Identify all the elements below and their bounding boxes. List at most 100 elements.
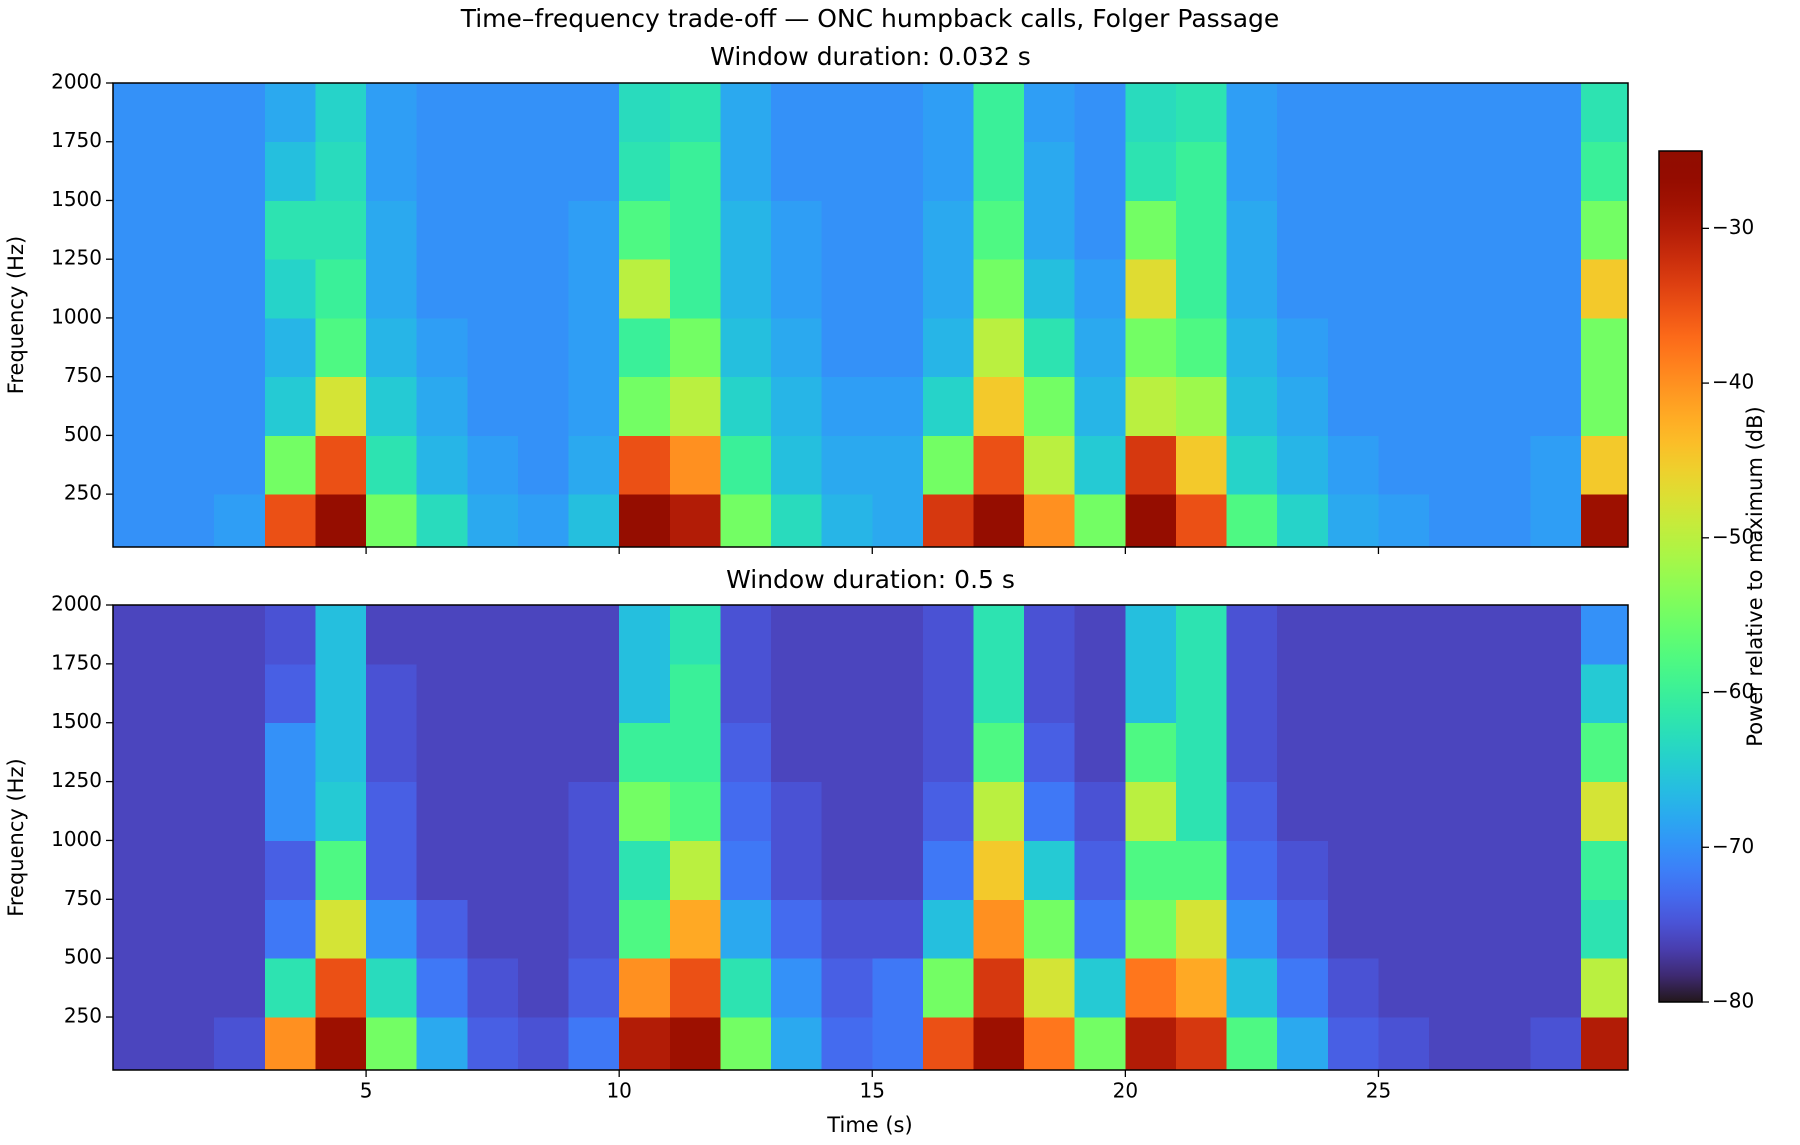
cell <box>1277 605 1329 665</box>
cell <box>1580 435 1628 495</box>
cell <box>214 781 266 841</box>
cell <box>669 259 721 319</box>
cell <box>1429 435 1481 495</box>
cell <box>720 605 772 665</box>
cell <box>1479 1017 1531 1070</box>
cell <box>1074 259 1126 319</box>
cell <box>366 605 418 665</box>
cell <box>1580 605 1628 665</box>
cell <box>720 494 772 547</box>
cell <box>922 435 975 495</box>
cell <box>416 1017 468 1070</box>
cell <box>163 958 215 1018</box>
cell <box>1074 605 1126 665</box>
cell <box>113 435 165 495</box>
cell <box>821 376 873 436</box>
cell <box>1074 376 1126 436</box>
cell <box>366 722 418 783</box>
cell <box>1378 840 1430 900</box>
chart-title: Time–frequency trade-off — ONC humpback … <box>460 4 1280 33</box>
cell <box>1226 840 1278 900</box>
cell <box>1024 722 1076 783</box>
cell <box>1378 83 1430 143</box>
y-tick-label: 500 <box>64 945 102 969</box>
cell <box>467 141 519 201</box>
cell <box>1530 605 1582 665</box>
cell <box>1327 200 1379 260</box>
cell <box>821 494 873 547</box>
cell <box>315 435 367 495</box>
cell <box>1024 435 1076 495</box>
cell <box>1226 1017 1278 1070</box>
cell <box>1327 259 1379 319</box>
cell <box>872 376 924 436</box>
cell <box>568 722 620 783</box>
cell <box>1024 899 1076 959</box>
cell <box>1024 781 1076 841</box>
cell <box>619 376 671 436</box>
cell <box>922 722 975 783</box>
cell <box>1277 722 1329 783</box>
cell <box>771 317 823 378</box>
cell <box>619 840 671 900</box>
cell <box>1277 141 1329 201</box>
y-tick-label: 1750 <box>51 650 102 674</box>
cell <box>366 781 418 841</box>
cell <box>1074 663 1126 724</box>
cell <box>517 605 570 665</box>
colorbar-tick-label: −30 <box>1712 215 1754 239</box>
cell <box>315 200 367 260</box>
cell <box>1024 605 1076 665</box>
cell <box>416 376 468 436</box>
cell <box>315 1017 367 1070</box>
cell <box>872 722 924 783</box>
cell <box>720 1017 772 1070</box>
cell <box>1277 899 1329 959</box>
cell <box>771 781 823 841</box>
cell <box>1327 83 1379 143</box>
cell <box>366 899 418 959</box>
cell <box>872 317 924 378</box>
cell <box>214 840 266 900</box>
cell <box>973 958 1025 1018</box>
cell <box>568 317 620 378</box>
cell <box>1074 83 1126 143</box>
cell <box>1378 141 1430 201</box>
cell <box>214 435 266 495</box>
cell <box>1175 317 1228 378</box>
cell <box>568 781 620 841</box>
cell <box>315 376 367 436</box>
cell <box>1327 605 1379 665</box>
cell <box>669 605 721 665</box>
cell <box>922 376 975 436</box>
cell <box>1580 200 1628 260</box>
panel-title: Window duration: 0.032 s <box>710 42 1031 71</box>
cell <box>821 317 873 378</box>
colorbar-tick-label: −50 <box>1712 524 1754 548</box>
cell <box>1429 663 1481 724</box>
cell <box>264 83 316 143</box>
cell <box>315 663 367 724</box>
cell <box>568 1017 620 1070</box>
cell <box>366 317 418 378</box>
cell <box>1226 317 1278 378</box>
cell <box>1429 141 1481 201</box>
y-tick-label: 1500 <box>51 187 102 211</box>
cell <box>214 722 266 783</box>
cell <box>1175 376 1228 436</box>
cell <box>1277 376 1329 436</box>
cell <box>1429 1017 1481 1070</box>
cell <box>973 141 1025 201</box>
cell <box>771 840 823 900</box>
cell <box>872 781 924 841</box>
cell <box>619 317 671 378</box>
cell <box>163 899 215 959</box>
cell <box>113 722 165 783</box>
cell <box>669 494 721 547</box>
cell <box>1580 958 1628 1018</box>
cell <box>1580 259 1628 319</box>
cell <box>568 899 620 959</box>
cell <box>467 317 519 378</box>
cell <box>1580 663 1628 724</box>
